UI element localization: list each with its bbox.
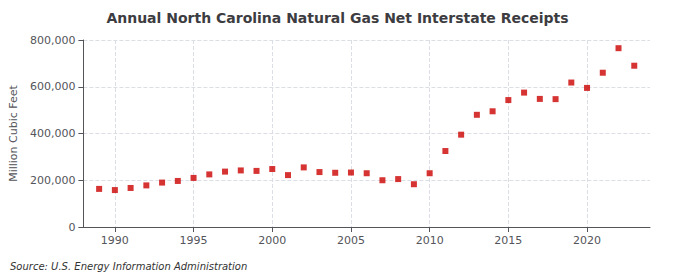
svg-text:1990: 1990 [101,234,129,247]
svg-text:0: 0 [68,221,75,234]
svg-text:Source: U.S. Energy Informatio: Source: U.S. Energy Information Administ… [10,261,247,272]
svg-text:2000: 2000 [258,234,286,247]
svg-text:Annual North Carolina Natural: Annual North Carolina Natural Gas Net In… [106,10,568,26]
svg-text:1995: 1995 [180,234,208,247]
svg-text:400,000: 400,000 [30,127,76,140]
svg-text:Million Cubic Feet: Million Cubic Feet [7,84,20,181]
svg-text:2020: 2020 [573,234,601,247]
svg-text:200,000: 200,000 [30,174,76,187]
svg-text:2005: 2005 [337,234,365,247]
svg-text:2010: 2010 [416,234,444,247]
svg-text:800,000: 800,000 [30,34,76,47]
svg-text:2015: 2015 [494,234,522,247]
svg-text:600,000: 600,000 [30,80,76,93]
